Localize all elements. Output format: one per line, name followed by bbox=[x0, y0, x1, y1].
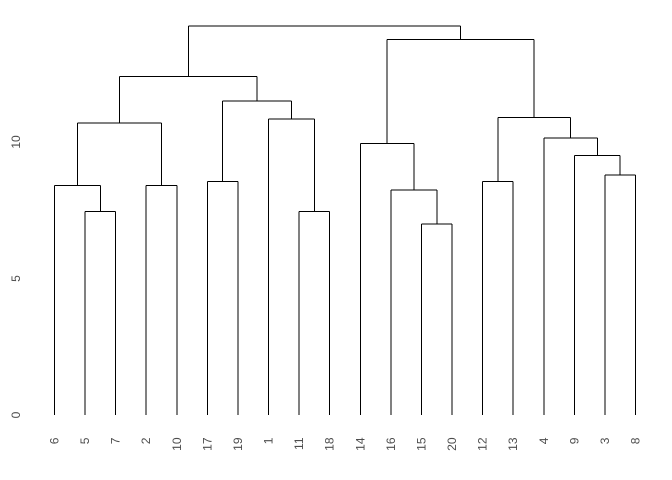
leaf-label-12: 12 bbox=[476, 437, 490, 451]
leaf-label-10: 10 bbox=[170, 437, 184, 451]
leaf-label-20: 20 bbox=[445, 437, 459, 451]
leaf-label-17: 17 bbox=[200, 437, 214, 451]
y-tick-label-10: 10 bbox=[9, 135, 23, 149]
leaf-label-18: 18 bbox=[323, 437, 337, 451]
leaf-label-15: 15 bbox=[414, 437, 428, 451]
y-tick-label-0: 0 bbox=[9, 411, 23, 418]
leaf-label-11: 11 bbox=[292, 437, 306, 450]
leaf-label-4: 4 bbox=[537, 437, 551, 444]
y-tick-label-5: 5 bbox=[9, 275, 23, 282]
leaf-label-1: 1 bbox=[262, 437, 276, 444]
leaf-label-13: 13 bbox=[506, 437, 520, 451]
leaf-label-19: 19 bbox=[231, 437, 245, 451]
leaf-label-2: 2 bbox=[139, 437, 153, 444]
leaf-label-3: 3 bbox=[598, 437, 612, 444]
leaf-label-14: 14 bbox=[353, 437, 367, 451]
leaf-label-7: 7 bbox=[109, 437, 123, 444]
leaf-label-6: 6 bbox=[48, 437, 62, 444]
leaf-label-8: 8 bbox=[629, 437, 643, 444]
leaf-label-9: 9 bbox=[567, 437, 581, 444]
leaf-label-16: 16 bbox=[384, 437, 398, 451]
leaf-label-5: 5 bbox=[78, 437, 92, 444]
